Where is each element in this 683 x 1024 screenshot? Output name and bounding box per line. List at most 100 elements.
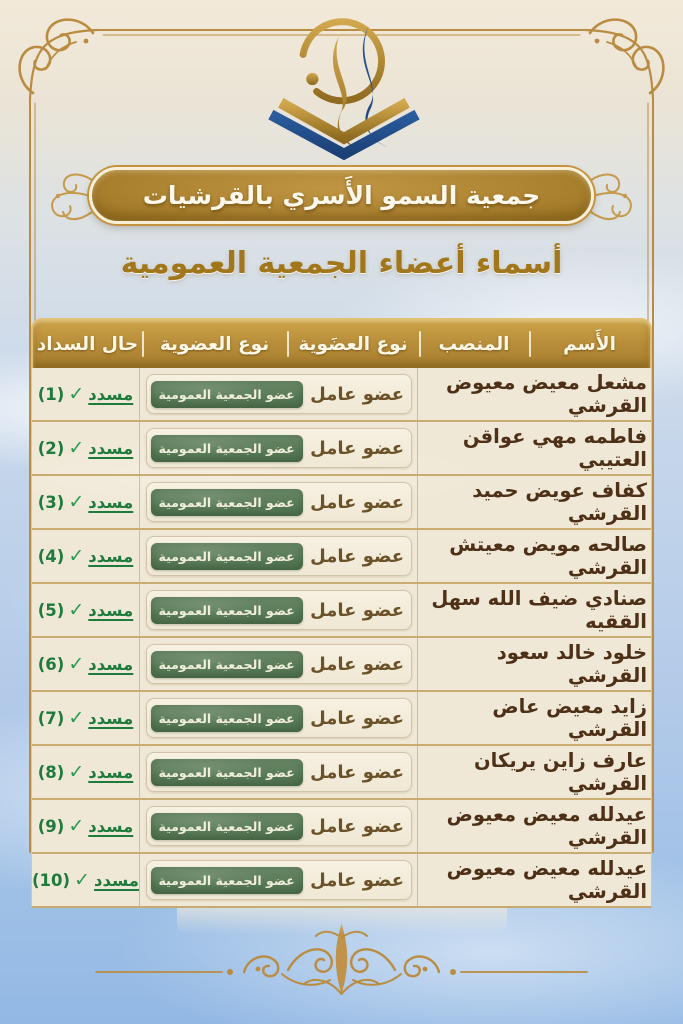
member-name: صنادي ضيف الله سهل الققيه xyxy=(431,587,647,633)
paid-label: مسدد xyxy=(88,438,134,458)
table-row: عيدلله معيض معيوض القرشي عضو عامل عضو ال… xyxy=(32,798,651,852)
paid-label: مسدد xyxy=(93,870,139,890)
table-row: زايد معيض عاض القرشي عضو عامل عضو الجمعي… xyxy=(32,690,651,744)
membership-pill: عضو عامل عضو الجمعية العمومية xyxy=(145,752,412,792)
org-name: جمعية السمو الأَسري بالقرشيات xyxy=(142,181,541,210)
header-col-name: الأَسم xyxy=(529,320,650,368)
members-table: الأَسم المنصب نوع العضَوية نوع العضوية ح… xyxy=(31,318,652,934)
member-number: (2) xyxy=(37,438,65,458)
member-name: صالحه مويض معيتش القرشي xyxy=(449,533,647,579)
membership-cell: عضو عامل عضو الجمعية العمومية xyxy=(139,800,418,852)
paid-label: مسدد xyxy=(88,600,134,620)
member-name: مشعل معيض معيوض القرشي xyxy=(445,371,647,417)
member-number: (8) xyxy=(37,762,65,782)
membership-pill: عضو عامل عضو الجمعية العمومية xyxy=(145,428,412,468)
payment-status-cell: مسدد ✓ (4) xyxy=(32,530,139,582)
payment-status-cell: مسدد ✓ (1) xyxy=(32,368,139,420)
check-icon: ✓ xyxy=(68,760,85,783)
member-number: (10) xyxy=(32,870,71,890)
membership-cell: عضو عامل عضو الجمعية العمومية xyxy=(139,746,418,798)
member-number: (6) xyxy=(37,654,65,674)
membership-badge: عضو الجمعية العمومية xyxy=(151,435,303,462)
membership-cell: عضو عامل عضو الجمعية العمومية xyxy=(139,368,418,420)
table-body: مشعل معيض معيوض القرشي عضو عامل عضو الجم… xyxy=(31,368,652,908)
payment-status-cell: مسدد ✓ (7) xyxy=(32,692,139,744)
check-icon: ✓ xyxy=(68,382,85,405)
paid-label: مسدد xyxy=(88,654,134,674)
membership-type-label: عضو عامل xyxy=(310,437,405,459)
membership-badge: عضو الجمعية العمومية xyxy=(151,651,303,678)
paid-label: مسدد xyxy=(88,492,134,512)
membership-badge: عضو الجمعية العمومية xyxy=(151,597,303,624)
membership-pill: عضو عامل عضو الجمعية العمومية xyxy=(145,536,412,576)
table-row: كفاف عويض حميد القرشي عضو عامل عضو الجمع… xyxy=(32,474,651,528)
payment-status-cell: مسدد ✓ (8) xyxy=(32,746,139,798)
membership-type-label: عضو عامل xyxy=(310,383,405,405)
membership-type-label: عضو عامل xyxy=(310,761,405,783)
membership-pill: عضو عامل عضو الجمعية العمومية xyxy=(145,644,412,684)
membership-cell: عضو عامل عضو الجمعية العمومية xyxy=(139,638,418,690)
paid-label: مسدد xyxy=(88,384,134,404)
check-icon: ✓ xyxy=(68,706,85,729)
membership-type-label: عضو عامل xyxy=(310,707,405,729)
table-row: فاطمه مهي عواقن العتيبي عضو عامل عضو الج… xyxy=(32,420,651,474)
check-icon: ✓ xyxy=(68,814,85,837)
table-row: صنادي ضيف الله سهل الققيه عضو عامل عضو ا… xyxy=(32,582,651,636)
membership-pill: عضو عامل عضو الجمعية العمومية xyxy=(145,374,412,414)
table-row: عارف زاين يريكان القرشي عضو عامل عضو الج… xyxy=(32,744,651,798)
membership-cell: عضو عامل عضو الجمعية العمومية xyxy=(139,854,418,906)
paid-label: مسدد xyxy=(88,546,134,566)
payment-status-cell: مسدد ✓ (3) xyxy=(32,476,139,528)
payment-status-cell: مسدد ✓ (6) xyxy=(32,638,139,690)
membership-badge: عضو الجمعية العمومية xyxy=(151,759,303,786)
membership-type-label: عضو عامل xyxy=(310,491,405,513)
table-row: صالحه مويض معيتش القرشي عضو عامل عضو الج… xyxy=(32,528,651,582)
membership-badge: عضو الجمعية العمومية xyxy=(151,543,303,570)
member-name: خلود خالد سعود القرشي xyxy=(496,641,647,687)
membership-type-label: عضو عامل xyxy=(310,653,405,675)
membership-badge: عضو الجمعية العمومية xyxy=(151,705,303,732)
page-title: أسماء أعضاء الجمعية العمومية xyxy=(120,246,563,281)
payment-status-cell: مسدد ✓ (9) xyxy=(32,800,139,852)
payment-status-cell: مسدد ✓ (5) xyxy=(32,584,139,636)
membership-pill: عضو عامل عضو الجمعية العمومية xyxy=(145,860,412,900)
header-col-position: المنصب xyxy=(419,320,529,368)
paid-label: مسدد xyxy=(88,708,134,728)
check-icon: ✓ xyxy=(68,652,85,675)
check-icon: ✓ xyxy=(68,544,85,567)
member-name: كفاف عويض حميد القرشي xyxy=(472,479,647,525)
table-row: خلود خالد سعود القرشي عضو عامل عضو الجمع… xyxy=(32,636,651,690)
member-number: (7) xyxy=(37,708,65,728)
membership-pill: عضو عامل عضو الجمعية العمومية xyxy=(145,698,412,738)
membership-pill: عضو عامل عضو الجمعية العمومية xyxy=(145,806,412,846)
membership-cell: عضو عامل عضو الجمعية العمومية xyxy=(139,530,418,582)
membership-badge: عضو الجمعية العمومية xyxy=(151,489,303,516)
membership-badge: عضو الجمعية العمومية xyxy=(151,867,303,894)
check-icon: ✓ xyxy=(68,598,85,621)
table-row: مشعل معيض معيوض القرشي عضو عامل عضو الجم… xyxy=(32,368,651,420)
member-name: عيدلله معيض معيوض القرشي xyxy=(446,857,647,903)
membership-type-label: عضو عامل xyxy=(310,545,405,567)
membership-cell: عضو عامل عضو الجمعية العمومية xyxy=(139,476,418,528)
logo-swirl-icon xyxy=(268,18,420,161)
membership-badge: عضو الجمعية العمومية xyxy=(151,381,303,408)
check-icon: ✓ xyxy=(74,868,90,891)
membership-pill: عضو عامل عضو الجمعية العمومية xyxy=(145,590,412,630)
membership-badge: عضو الجمعية العمومية xyxy=(151,813,303,840)
org-banner: جمعية السمو الأَسري بالقرشيات xyxy=(89,167,594,224)
member-number: (3) xyxy=(37,492,65,512)
membership-cell: عضو عامل عضو الجمعية العمومية xyxy=(139,692,418,744)
header-col-membership-type-2: نوع العضوية xyxy=(142,320,287,368)
member-number: (1) xyxy=(37,384,65,404)
header-col-payment-status: حال السداد xyxy=(36,333,139,355)
member-number: (4) xyxy=(37,546,65,566)
table-fade xyxy=(176,908,507,934)
payment-status-cell: مسدد ✓ (10) xyxy=(32,854,139,906)
payment-status-cell: مسدد ✓ (2) xyxy=(32,422,139,474)
membership-pill: عضو عامل عضو الجمعية العمومية xyxy=(145,482,412,522)
membership-cell: عضو عامل عضو الجمعية العمومية xyxy=(139,422,418,474)
check-icon: ✓ xyxy=(68,436,85,459)
membership-type-label: عضو عامل xyxy=(310,599,405,621)
paid-label: مسدد xyxy=(88,762,134,782)
